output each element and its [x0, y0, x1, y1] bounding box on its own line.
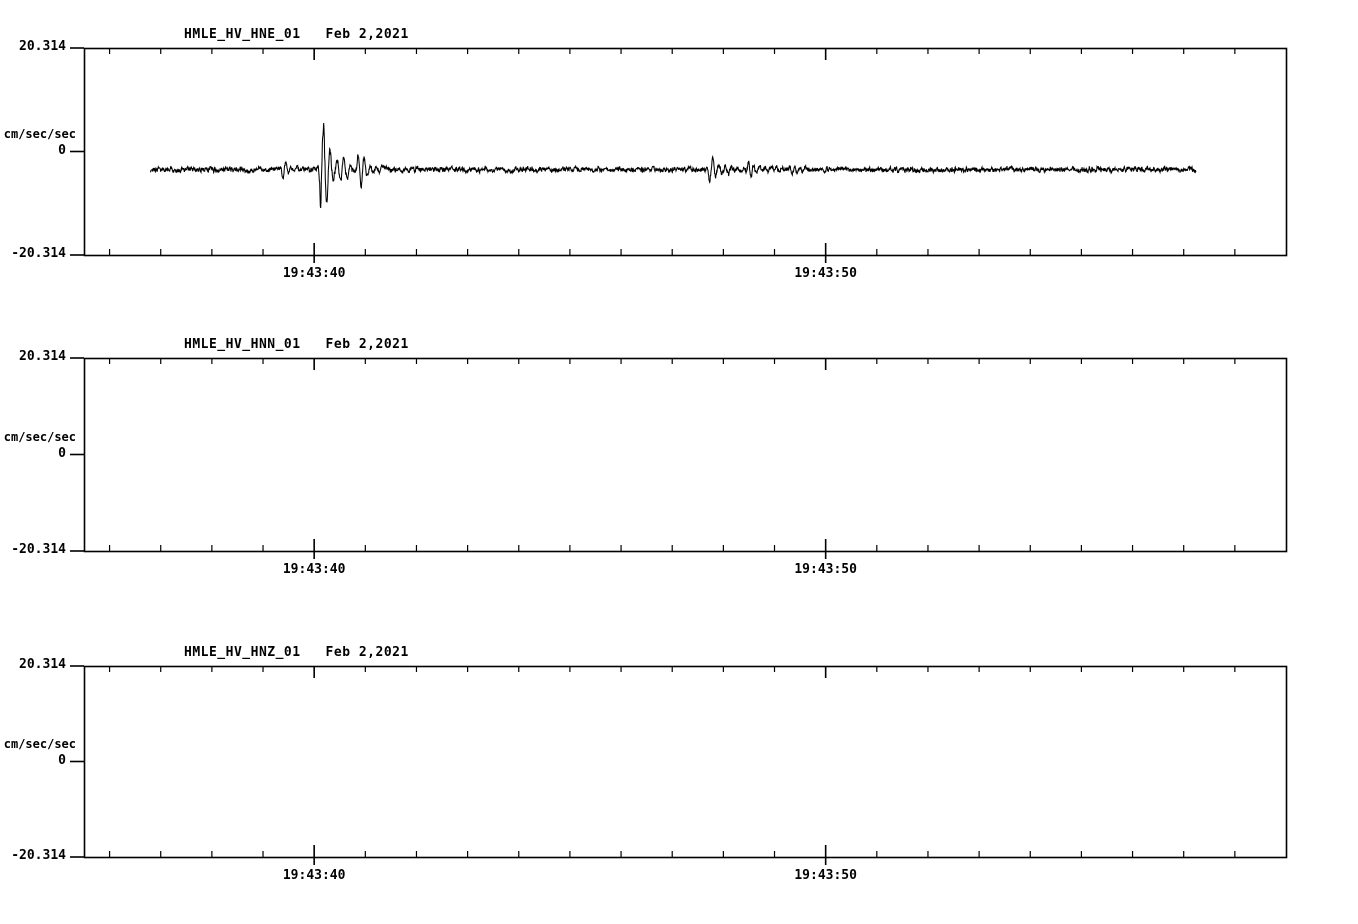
seismogram-panel-hne: HMLE_HV_HNE_01 Feb 2,2021 cm/sec/sec 20.… — [0, 18, 1358, 290]
plot-frame — [83, 665, 1288, 859]
plot-frame — [83, 357, 1288, 553]
seismogram-plot-hnz — [70, 665, 1288, 865]
y-tick-max-hnn: 20.314 — [19, 349, 66, 364]
x-tick-label-194340-hnn: 19:43:40 — [282, 562, 346, 577]
waveform-trace — [149, 122, 1197, 209]
x-tick-label-194340-hnz: 19:43:40 — [282, 868, 346, 883]
trace-title-hnz: HMLE_HV_HNZ_01 Feb 2,2021 — [184, 645, 409, 660]
seismogram-panel-hnn: HMLE_HV_HNN_01 Feb 2,2021 cm/sec/sec 20.… — [0, 328, 1358, 586]
y-axis-units-label-hnn: cm/sec/sec — [3, 429, 76, 444]
x-tick-label-194350-hne: 19:43:50 — [794, 266, 857, 281]
y-tick-min-hne: -20.314 — [11, 246, 66, 261]
seismogram-plot-hne — [70, 47, 1288, 263]
y-axis-units-label-hnz: cm/sec/sec — [3, 736, 76, 751]
y-tick-zero-hnn: 0 — [58, 445, 66, 461]
y-tick-zero-hnz: 0 — [58, 752, 66, 768]
y-tick-min-hnz: -20.314 — [11, 848, 66, 863]
x-tick-label-194350-hnz: 19:43:50 — [794, 868, 857, 883]
x-tick-label-194340-hne: 19:43:40 — [282, 266, 346, 281]
y-tick-max-hnz: 20.314 — [19, 657, 66, 672]
x-tick-label-194350-hnn: 19:43:50 — [794, 562, 857, 577]
y-tick-max-hne: 20.314 — [19, 39, 66, 54]
y-tick-zero-hne: 0 — [58, 142, 66, 158]
seismogram-plot-hnn — [70, 357, 1288, 559]
seismogram-panel-hnz: HMLE_HV_HNZ_01 Feb 2,2021 cm/sec/sec 20.… — [0, 636, 1358, 892]
y-tick-min-hnn: -20.314 — [11, 542, 66, 557]
y-axis-units-label-hne: cm/sec/sec — [3, 126, 76, 141]
plot-frame — [83, 47, 1288, 257]
trace-title-hnn: HMLE_HV_HNN_01 Feb 2,2021 — [184, 337, 409, 352]
trace-title-hne: HMLE_HV_HNE_01 Feb 2,2021 — [184, 27, 409, 42]
